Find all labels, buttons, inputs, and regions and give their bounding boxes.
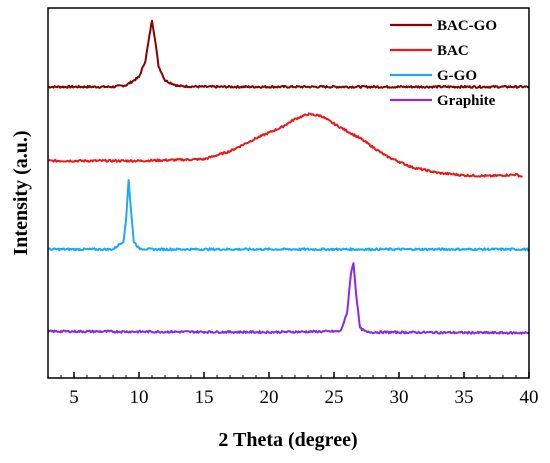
plot-frame: [47, 7, 530, 379]
x-tick-label: 35: [455, 387, 474, 408]
series-line-bac: [47, 112, 523, 178]
legend-label: G-GO: [437, 68, 477, 84]
legend-label: Graphite: [437, 93, 496, 109]
x-tick-label: 25: [325, 387, 344, 408]
x-tick-label: 20: [260, 387, 279, 408]
x-tick-label: 40: [520, 387, 539, 408]
legend-label: BAC-GO: [437, 18, 497, 34]
series-line-g-go: [47, 178, 530, 252]
series-line-bac-go: [47, 19, 530, 89]
x-tick-label: 15: [195, 387, 214, 408]
series-line-graphite: [47, 262, 530, 335]
x-tick-label: 10: [130, 387, 149, 408]
legend: BAC-GO BAC G-GO Graphite: [390, 18, 497, 109]
y-axis-title: Intensity (a.u.): [10, 130, 32, 255]
plot-series: [47, 19, 530, 335]
x-axis-title: 2 Theta (degree): [218, 429, 357, 451]
x-axis: 5 10 15 20 25 30 35 40: [47, 372, 539, 408]
x-tick-label: 30: [390, 387, 409, 408]
x-tick-label: 5: [69, 387, 79, 408]
legend-label: BAC: [437, 43, 469, 59]
